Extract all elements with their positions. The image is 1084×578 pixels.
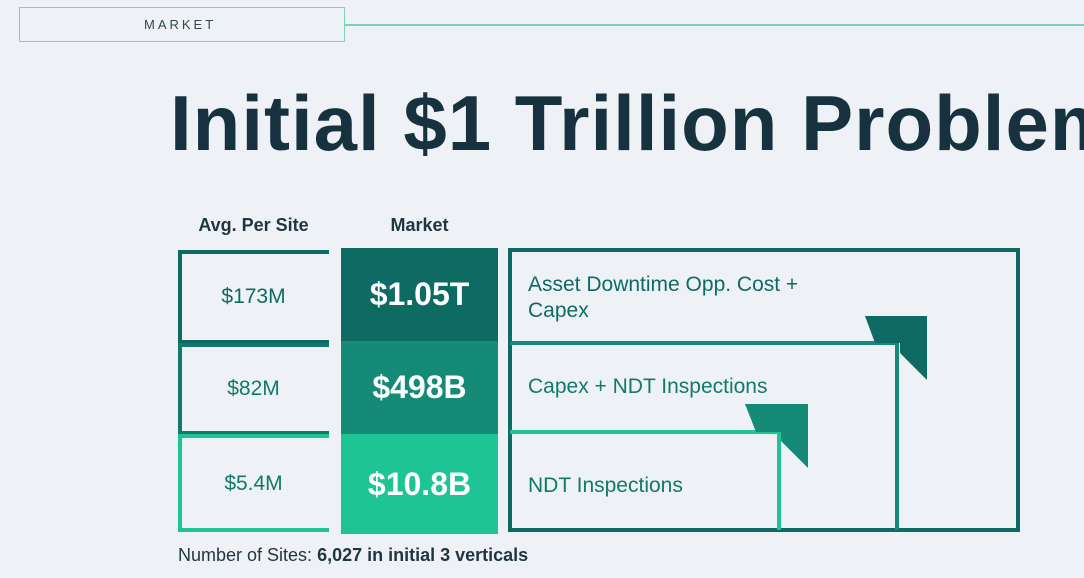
header-divider-line: [345, 24, 1084, 26]
per-site-frame-tier-1: [178, 250, 329, 344]
sites-footnote: Number of Sites: 6,027 in initial 3 vert…: [178, 545, 528, 566]
per-site-value-tier-3: $5.4M: [224, 472, 283, 495]
opportunity-label-tier-1-line-2: Capex: [528, 299, 589, 322]
opportunity-label-tier-2: Capex + NDT Inspections: [528, 375, 768, 398]
opportunity-label-tier-1-line-1: Asset Downtime Opp. Cost +: [528, 273, 799, 296]
sites-footnote-prefix: Number of Sites:: [178, 545, 318, 565]
opportunity-frame-tier-1: [508, 248, 1020, 532]
per-site-frame-tier-3: [178, 434, 329, 532]
market-value-tier-3: $10.8B: [341, 434, 498, 534]
market-value-tier-2: $498B: [341, 341, 498, 434]
per-site-value-tier-2: $82M: [227, 377, 280, 400]
column-header-per-site: Avg. Per Site: [198, 215, 309, 235]
growth-arrow-tier-2: [745, 404, 808, 468]
opportunity-label-tier-1: Asset Downtime Opp. Cost + Capex: [528, 272, 798, 324]
section-tag-label: MARKET: [144, 17, 217, 32]
sites-footnote-value: 6,027 in initial 3 verticals: [317, 545, 529, 565]
column-header-market: Market: [390, 215, 449, 235]
market-value-tier-1: $1.05T: [341, 248, 498, 341]
growth-arrow-tier-1: [865, 316, 927, 380]
per-site-frame-tier-2: [178, 343, 329, 435]
opportunity-label-tier-3: NDT Inspections: [528, 474, 683, 497]
per-site-value-tier-1: $173M: [221, 285, 286, 308]
opportunity-frame-tier-2: [510, 341, 899, 530]
page-title: Initial $1 Trillion Problem: [170, 79, 1084, 167]
section-tag: MARKET: [19, 7, 345, 42]
